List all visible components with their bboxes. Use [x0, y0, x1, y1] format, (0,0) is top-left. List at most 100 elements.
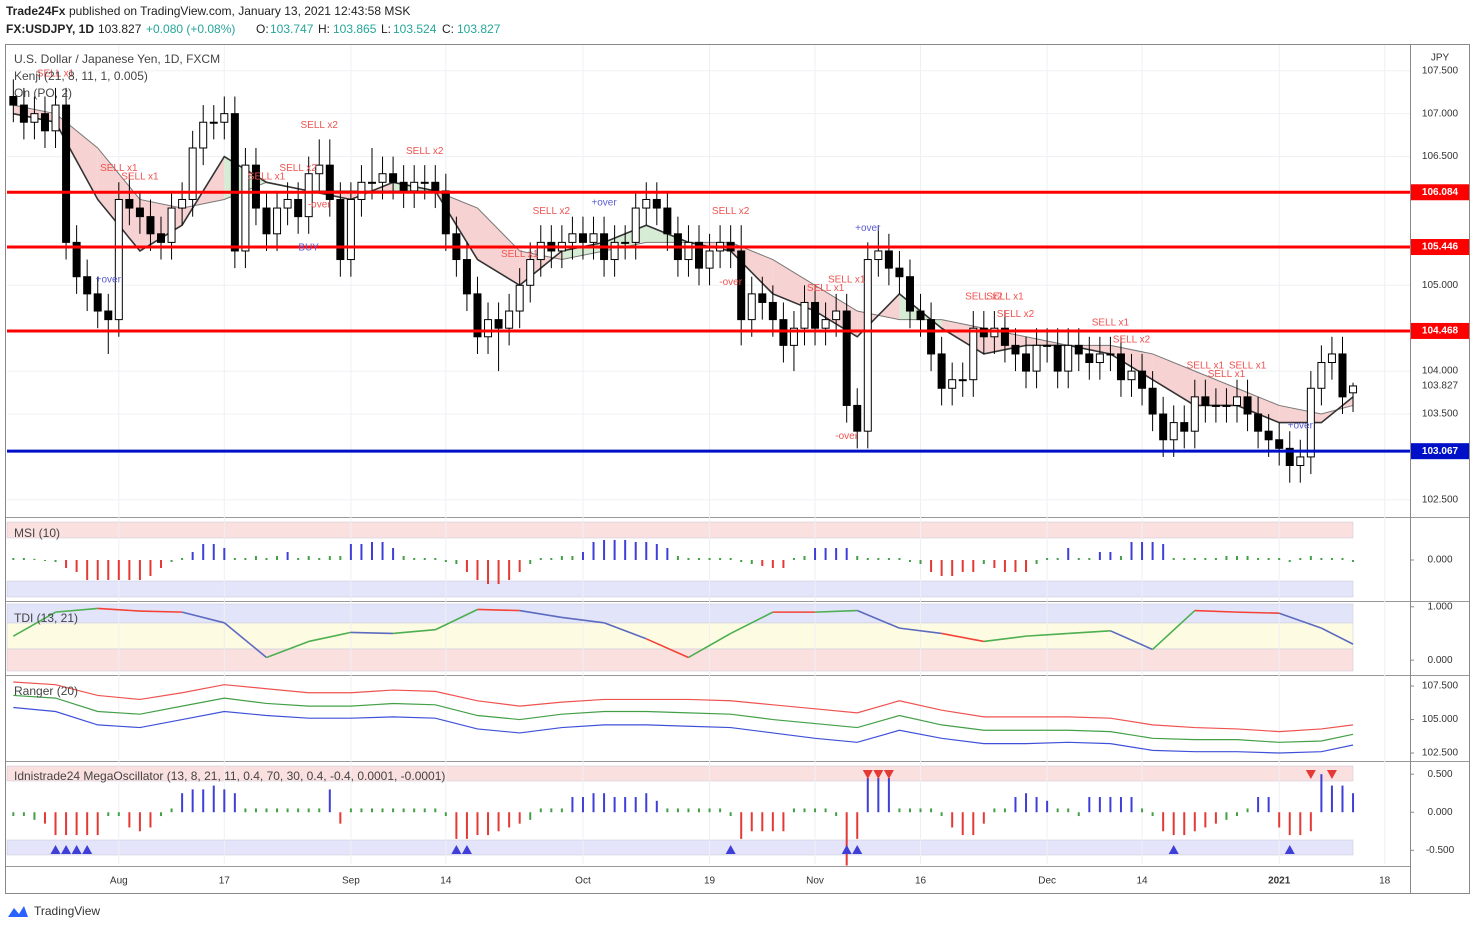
level-price-label: 103.067 — [1422, 446, 1459, 457]
histogram-bar — [1288, 812, 1291, 836]
histogram-bar — [1309, 812, 1312, 832]
buy-marker — [1284, 845, 1295, 854]
histogram-bar — [1341, 785, 1344, 813]
candle-body — [1011, 344, 1020, 355]
histogram-bar — [54, 812, 57, 836]
buy-marker — [61, 845, 72, 854]
histogram-bar — [740, 812, 743, 839]
histogram-bar — [550, 558, 553, 560]
histogram-bar — [877, 777, 880, 813]
histogram-bar — [603, 793, 606, 813]
histogram-bar — [381, 542, 384, 560]
signal-label: SELL x1 — [807, 283, 845, 294]
indicator-line-segment — [1236, 611, 1280, 614]
indicator-line-segment — [815, 609, 858, 613]
low-label: L: — [381, 22, 391, 36]
frame — [5, 44, 1470, 894]
candle-body — [1043, 344, 1052, 347]
histogram-bar — [750, 812, 753, 832]
histogram-bar — [698, 558, 701, 560]
signal-label: SELL x1 — [121, 172, 159, 183]
histogram-bar — [1183, 812, 1186, 836]
candle-body — [167, 207, 176, 243]
candle-body — [220, 113, 229, 123]
panel-title: U.S. Dollar / Japanese Yen, 1D, FXCM — [14, 52, 220, 66]
y-tick-label: 0.000 — [1427, 555, 1452, 566]
histogram-bar — [676, 556, 679, 560]
histogram-bar — [128, 560, 131, 580]
panel-title: Idnistrade24 MegaOscillator (13, 8, 21, … — [14, 769, 445, 783]
candle-body — [621, 241, 630, 244]
histogram-bar — [529, 812, 532, 820]
histogram-bar — [487, 560, 490, 584]
histogram-bar — [898, 558, 901, 560]
candle-body — [336, 198, 345, 261]
histogram-bar — [698, 808, 701, 813]
y-tick-label: 0.500 — [1427, 769, 1452, 780]
histogram-bar — [1151, 812, 1154, 817]
panel-title: Ranger (20) — [14, 684, 78, 698]
histogram-bar — [444, 560, 447, 562]
indicator-line-segment — [1110, 630, 1153, 651]
candle-body — [1338, 353, 1347, 398]
level-price-box — [1411, 322, 1469, 339]
histogram-bar — [634, 797, 637, 813]
panel-title: MSI (10) — [14, 526, 60, 540]
histogram-bar — [898, 808, 901, 813]
candle-body — [484, 319, 493, 338]
candle-body — [1032, 344, 1041, 372]
histogram-bar — [581, 552, 584, 560]
histogram-bar — [307, 808, 310, 813]
histogram-bar — [518, 812, 521, 824]
histogram-bar — [993, 560, 996, 568]
histogram-bar — [824, 548, 827, 560]
histogram-bar — [12, 812, 15, 817]
histogram-bar — [75, 812, 78, 836]
x-tick-label: 16 — [915, 876, 927, 887]
histogram-bar — [497, 812, 500, 832]
histogram-bar — [824, 808, 827, 813]
histogram-bar — [1278, 812, 1281, 828]
candle-body — [526, 259, 535, 286]
open-label: O: — [256, 22, 269, 36]
candle-body — [178, 198, 187, 209]
histogram-bar — [33, 558, 36, 560]
histogram-bar — [877, 558, 880, 560]
histogram-bar — [1299, 558, 1302, 560]
y-tick-label: 107.500 — [1422, 65, 1459, 76]
zone-band — [6, 521, 1354, 539]
candle-body — [1106, 353, 1115, 356]
indicator-line-segment — [434, 608, 478, 631]
sell-marker — [1326, 770, 1337, 779]
histogram-bar — [107, 812, 110, 817]
candle-body — [1306, 387, 1315, 458]
histogram-bar — [1246, 556, 1249, 560]
histogram-bar — [624, 797, 627, 813]
histogram-bar — [1330, 558, 1333, 560]
histogram-bar — [128, 812, 131, 828]
indicator-line-segment — [603, 622, 647, 640]
histogram-bar — [919, 808, 922, 813]
histogram-bar — [740, 560, 743, 562]
histogram-bar — [191, 789, 194, 813]
x-tick-label: 14 — [1136, 876, 1148, 887]
histogram-bar — [476, 560, 479, 580]
histogram-bar — [603, 540, 606, 560]
histogram-bar — [1225, 812, 1228, 820]
histogram-bar — [539, 558, 542, 560]
candle-body — [420, 181, 429, 184]
candle-body — [1138, 370, 1147, 389]
histogram-bar — [1204, 558, 1207, 560]
candle-body — [568, 233, 577, 243]
signal-label: +over — [1288, 420, 1314, 431]
candle-body — [1349, 385, 1358, 394]
signal-label: +over — [591, 197, 617, 208]
indicator-line-segment — [308, 631, 352, 643]
candle-body — [230, 113, 239, 252]
candle-body — [578, 233, 587, 243]
signal-label: SELL x2 — [1113, 335, 1151, 346]
candle-body — [948, 379, 957, 389]
candle-body — [1159, 413, 1168, 441]
histogram-bar — [592, 542, 595, 560]
histogram-bar — [138, 812, 141, 832]
